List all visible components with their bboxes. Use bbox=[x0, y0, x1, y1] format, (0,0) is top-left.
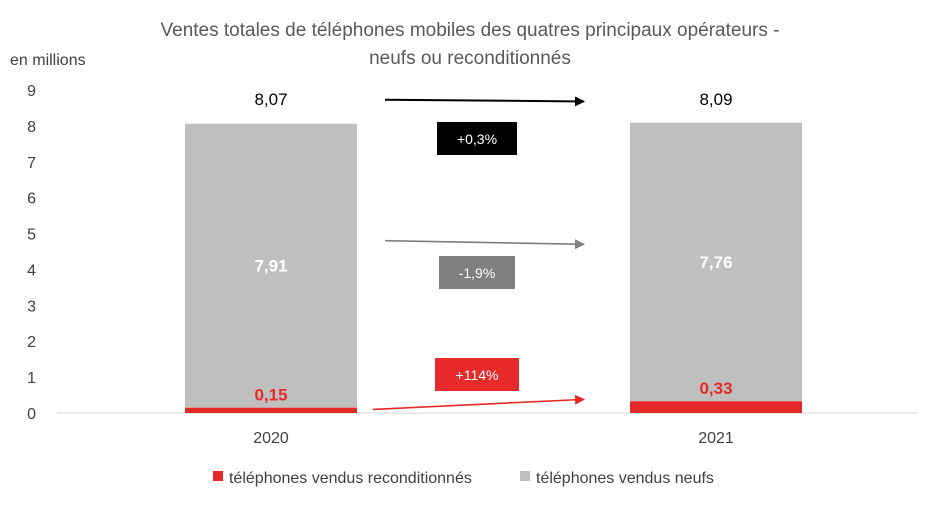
legend-label-reconditionnes: téléphones vendus reconditionnés bbox=[229, 470, 472, 487]
data-label-total: 8,07 bbox=[254, 90, 287, 109]
chart-title-line-1: Ventes totales de téléphones mobiles des… bbox=[161, 20, 780, 41]
change-arrow bbox=[372, 394, 585, 411]
y-tick-label: 4 bbox=[27, 262, 36, 279]
bar-segment bbox=[630, 122, 802, 402]
legend: téléphones vendus reconditionnés télépho… bbox=[213, 470, 714, 487]
x-tick-label: 2020 bbox=[253, 430, 289, 447]
change-arrow bbox=[384, 239, 585, 250]
y-tick-label: 2 bbox=[27, 334, 36, 351]
x-axis: 2020 2021 bbox=[253, 430, 734, 447]
segment-labels-group: 0,15 7,91 0,33 7,76 bbox=[254, 253, 732, 405]
bars-group bbox=[185, 122, 802, 413]
data-label-neufs: 7,76 bbox=[699, 253, 732, 272]
total-labels-group: 8,07 8,09 bbox=[254, 90, 732, 109]
y-tick-label: 8 bbox=[27, 119, 36, 136]
data-label-reconditionnes: 0,15 bbox=[254, 386, 287, 405]
data-label-total: 8,09 bbox=[699, 90, 732, 109]
bar-segment bbox=[185, 123, 357, 408]
y-tick-label: 0 bbox=[27, 406, 36, 423]
y-tick-label: 9 bbox=[27, 83, 36, 100]
y-tick-label: 5 bbox=[27, 227, 36, 244]
data-label-reconditionnes: 0,33 bbox=[699, 379, 732, 398]
legend-swatch-neufs bbox=[520, 471, 530, 481]
change-badge-label: -1,9% bbox=[459, 265, 496, 281]
change-badge-label: +0,3% bbox=[457, 131, 497, 147]
bar-segment bbox=[630, 401, 802, 413]
bar-segment bbox=[185, 407, 357, 413]
data-label-neufs: 7,91 bbox=[254, 257, 287, 276]
legend-swatch-reconditionnes bbox=[213, 471, 223, 481]
legend-label-neufs: téléphones vendus neufs bbox=[536, 470, 714, 487]
y-tick-label: 3 bbox=[27, 298, 36, 315]
change-badge bbox=[437, 122, 517, 155]
y-tick-label: 1 bbox=[27, 370, 36, 387]
change-badge bbox=[439, 256, 515, 289]
y-tick-label: 7 bbox=[27, 155, 36, 172]
x-tick-label: 2021 bbox=[698, 430, 734, 447]
y-axis: 0 1 2 3 4 5 6 7 8 9 bbox=[27, 83, 36, 423]
chart-title-line-2: neufs ou reconditionnés bbox=[369, 48, 571, 69]
y-axis-unit-label: en millions bbox=[10, 52, 86, 69]
change-badge bbox=[435, 358, 519, 391]
change-arrow bbox=[384, 96, 585, 107]
change-badge-label: +114% bbox=[456, 367, 499, 383]
change-annotations-group: +0,3% -1,9% +114% bbox=[372, 96, 585, 411]
y-tick-label: 6 bbox=[27, 191, 36, 208]
